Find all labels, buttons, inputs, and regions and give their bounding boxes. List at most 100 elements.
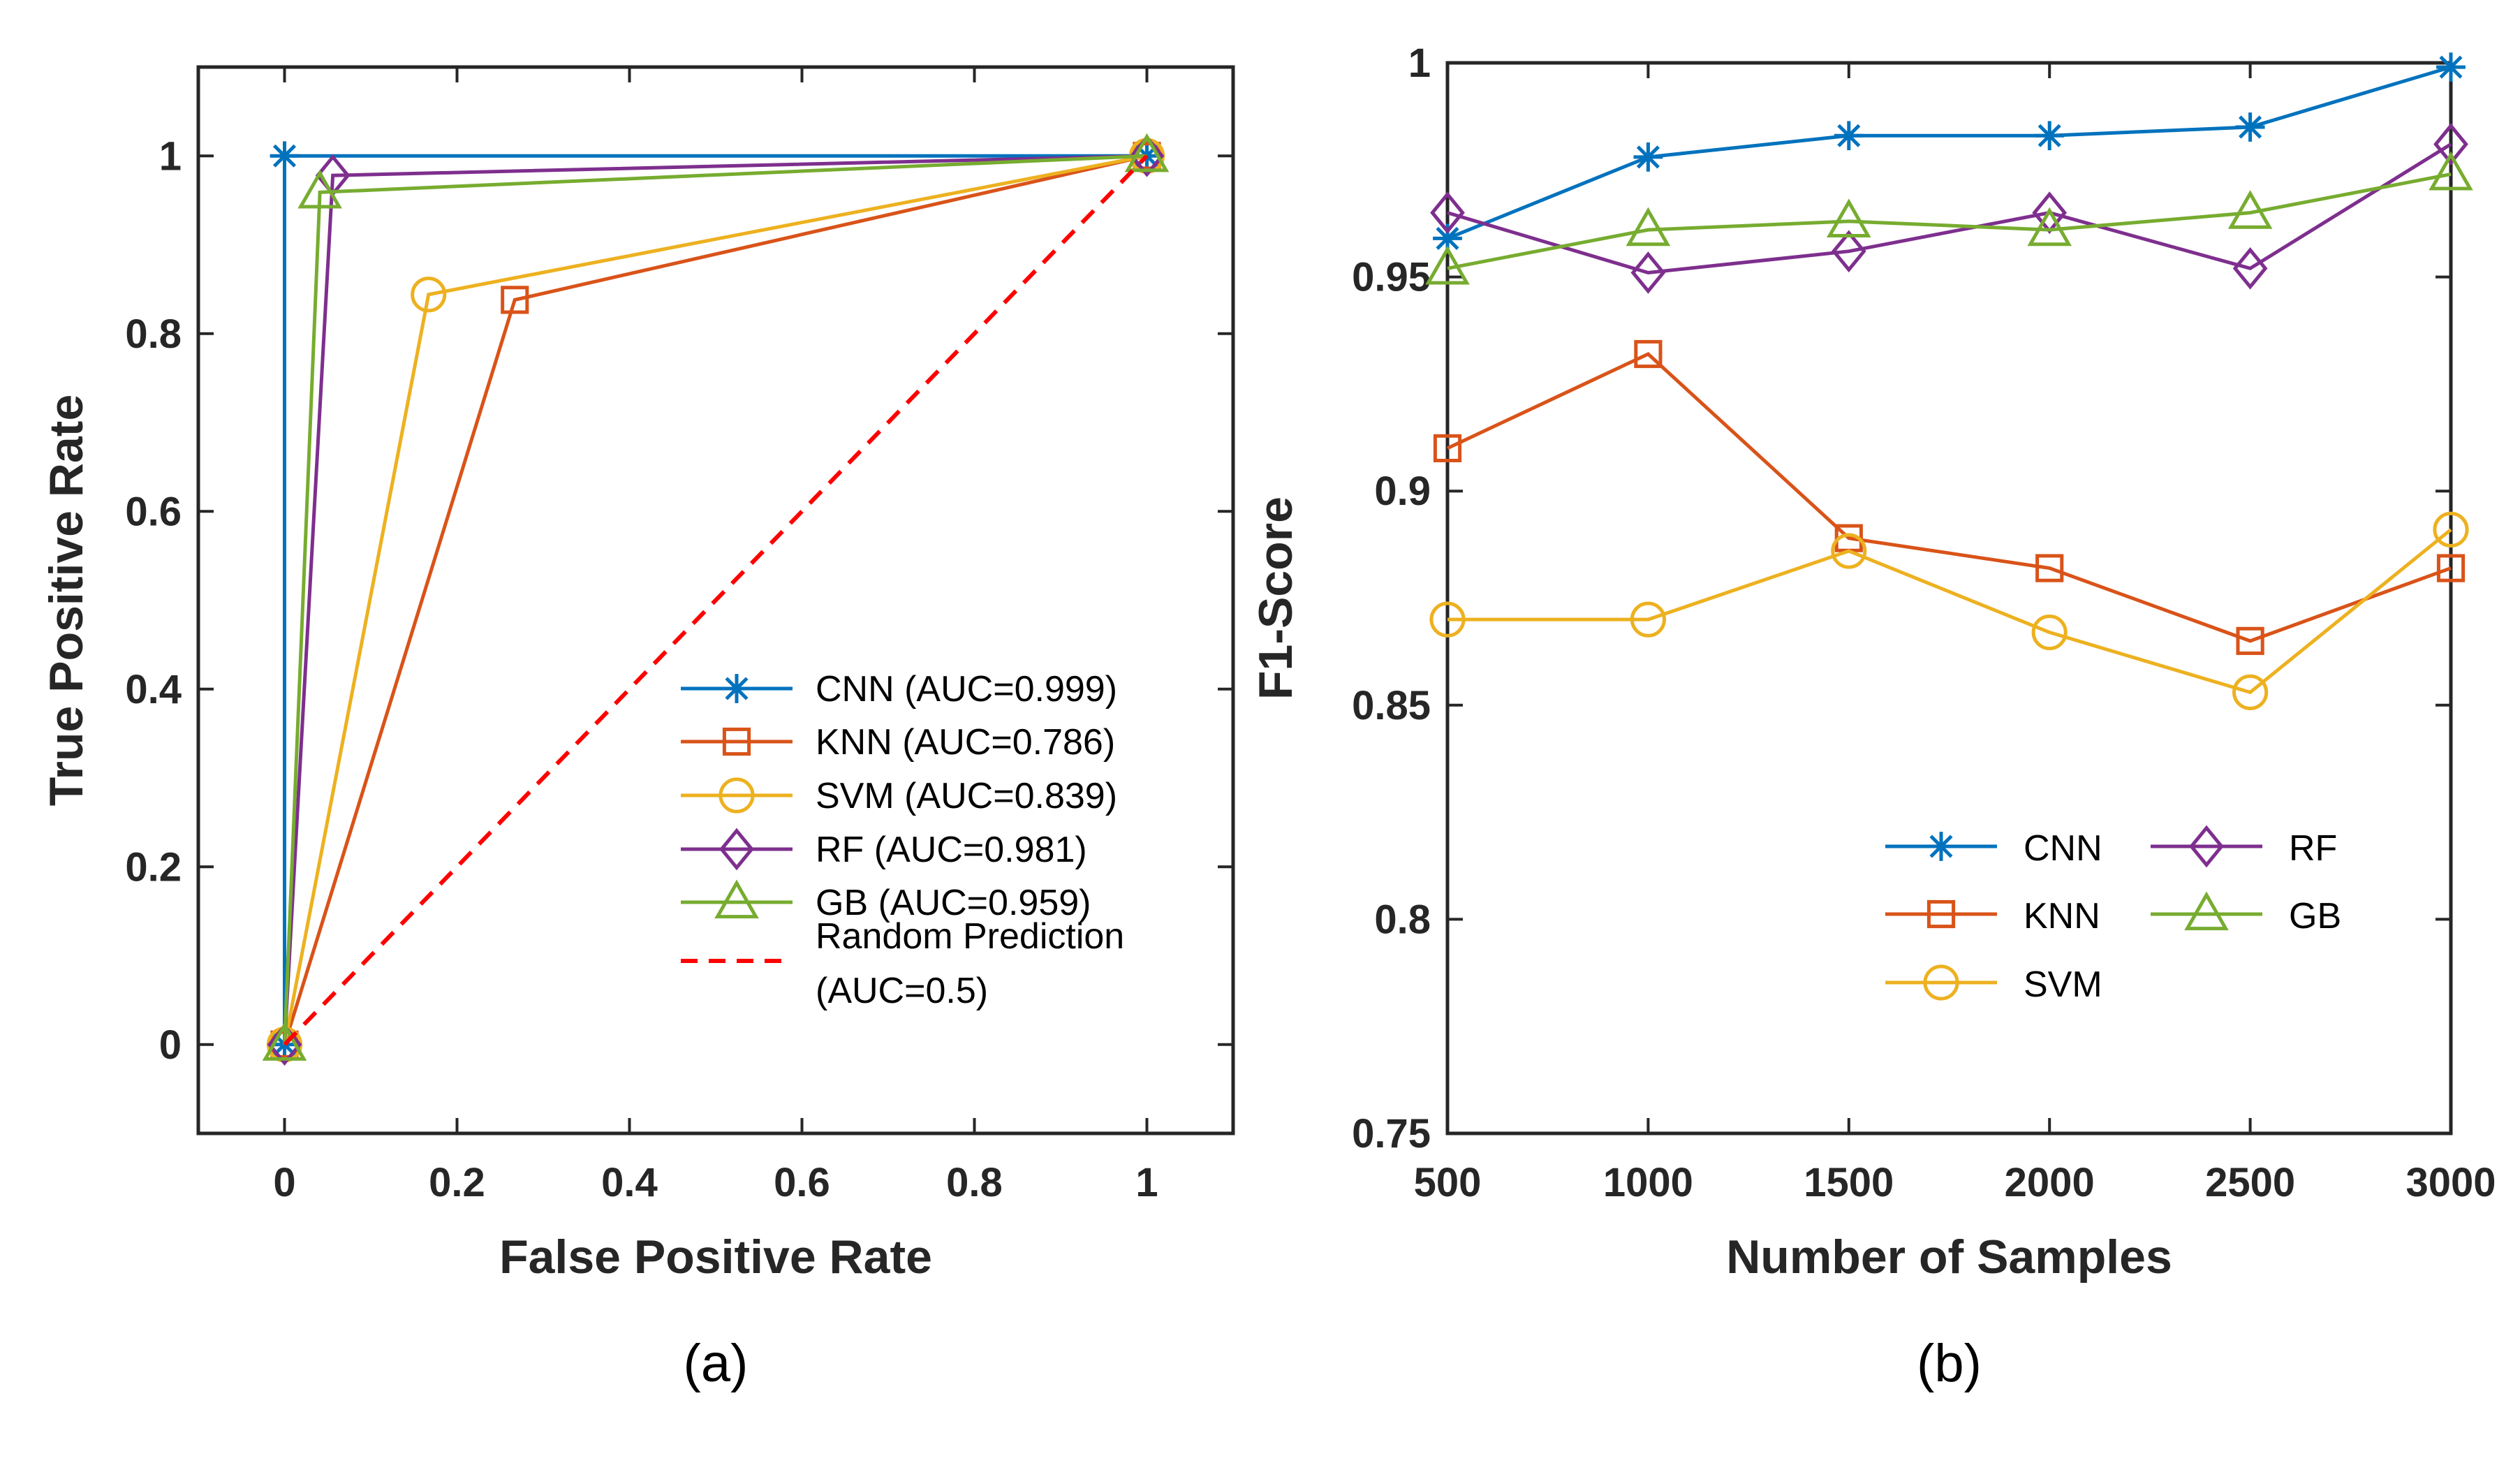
y-tick-label: 0.9: [1374, 469, 1431, 514]
data-point: [1129, 134, 1165, 177]
data-point: [2232, 674, 2269, 711]
data-point: [2433, 511, 2469, 547]
series-line: [283, 154, 1147, 1045]
legend-label: KNN: [2024, 896, 2100, 936]
data-point: [411, 277, 447, 313]
y-tick-label: 0.85: [1352, 683, 1431, 728]
series-cnn: [1433, 52, 2466, 253]
x-tick-label: 3000: [2405, 1160, 2496, 1205]
data-point: [1429, 601, 1466, 638]
legend-marker: [714, 879, 759, 919]
series-line: [1447, 172, 2452, 270]
legend-entry: SVM (AUC=0.839): [681, 776, 1117, 816]
data-point: [2235, 112, 2265, 142]
plot-area: [1445, 61, 2453, 1135]
legend-label: GB: [2289, 896, 2341, 936]
data-point: [2035, 554, 2064, 582]
data-point: [2436, 52, 2466, 82]
data-point: [1124, 133, 1170, 172]
legend-marker: [722, 727, 751, 756]
legend-entry: SVM: [1885, 964, 2102, 1005]
data-point: [2436, 554, 2466, 582]
panel-label: (b): [1917, 1334, 1982, 1393]
series-line: [1447, 142, 2452, 275]
legend-marker: [1926, 899, 1956, 929]
legend-entry: RF (AUC=0.981): [681, 828, 1087, 871]
data-point: [1831, 230, 1866, 273]
data-point: [1630, 251, 1666, 294]
x-tick-label: 500: [1414, 1160, 1482, 1205]
series-rf: [1430, 123, 2468, 294]
series-line: [283, 154, 1148, 1045]
data-point: [1826, 198, 1871, 238]
data-point: [2227, 190, 2273, 229]
data-point: [1433, 434, 1462, 462]
legend: CNN KNN SVM RF GB: [1885, 825, 2341, 1005]
legend-entry: KNN (AUC=0.786): [681, 722, 1115, 763]
legend-label: RF: [2289, 828, 2337, 869]
legend-marker: [722, 674, 751, 703]
panel-label: (a): [684, 1334, 749, 1393]
y-tick-label: 0.8: [125, 311, 182, 357]
data-point: [1633, 142, 1663, 172]
y-tick-label: 0.2: [125, 844, 182, 890]
legend-entry: CNN: [1885, 828, 2102, 869]
roc-chart-panel: 0 0.2 0.4 0.6 0.8 1 0 0.2 0.4 0.6 0.8 1 False Positi…: [40, 65, 1235, 1393]
legend-label: GB (AUC=0.959): [816, 883, 1091, 923]
data-point: [2031, 614, 2068, 651]
f1-score-chart-panel: 500 1000 1500 2000 2500 3000 0.75 0.8 0.85 0.9 0.9…: [1249, 41, 2496, 1393]
data-point: [1834, 121, 1864, 151]
legend-marker: [2184, 891, 2229, 931]
x-tick-label: 0.4: [601, 1160, 658, 1205]
data-point: [1433, 223, 1462, 253]
y-axis-label: F1-Score: [1249, 497, 1302, 700]
legend-marker: [719, 828, 754, 871]
data-point: [1430, 191, 1465, 234]
legend-marker: [2189, 825, 2224, 868]
legend-label: CNN: [2024, 828, 2102, 869]
legend-entry: GB: [2151, 891, 2341, 936]
data-point: [297, 169, 342, 209]
x-axis-label: Number of Samples: [1726, 1230, 2172, 1284]
series-line: [1447, 528, 2452, 695]
data-point: [1630, 601, 1666, 638]
data-point: [270, 141, 300, 171]
legend-entry: CNN (AUC=0.999): [681, 669, 1117, 710]
series-gb: [262, 133, 1170, 1061]
x-tick-label: 0.2: [429, 1160, 485, 1205]
x-tick-label: 2500: [2205, 1160, 2295, 1205]
y-tick-label: 1: [159, 133, 182, 179]
legend-label: SVM (AUC=0.839): [816, 776, 1117, 816]
legend-label: CNN (AUC=0.999): [816, 669, 1117, 710]
data-point: [1425, 245, 1470, 285]
data-point: [2027, 207, 2072, 247]
data-point: [2433, 123, 2468, 166]
y-tick-label: 0.4: [125, 667, 182, 712]
y-axis-label: True Positive Rate: [40, 395, 93, 807]
x-tick-label: 2000: [2005, 1160, 2095, 1205]
data-point: [267, 1023, 302, 1066]
y-tick-label: 1: [1408, 41, 1431, 86]
series-svm: [1429, 511, 2469, 711]
legend-marker: [1926, 832, 1956, 861]
y-tick-label: 0: [159, 1022, 182, 1068]
series-random: [283, 154, 1149, 1046]
data-point: [1634, 339, 1663, 369]
series-gb: [1425, 151, 2473, 285]
y-tick-label: 0.8: [1374, 897, 1431, 942]
data-point: [1831, 533, 1867, 569]
series-line: [1447, 65, 2452, 240]
legend-entry: GB (AUC=0.959): [681, 879, 1091, 923]
series-line: [283, 154, 1147, 1045]
legend-label: KNN (AUC=0.786): [816, 722, 1115, 763]
x-tick-label: 0: [273, 1160, 295, 1205]
data-point: [2035, 121, 2065, 151]
x-tick-label: 1500: [1804, 1160, 1894, 1205]
x-axis-label: False Positive Rate: [499, 1230, 932, 1284]
series-line: [283, 154, 1149, 1046]
legend-label: (AUC=0.5): [816, 971, 988, 1011]
legend-marker: [1923, 964, 1959, 1001]
x-tick-label: 0.8: [946, 1160, 1003, 1205]
legend-label: Random Prediction: [816, 916, 1124, 957]
